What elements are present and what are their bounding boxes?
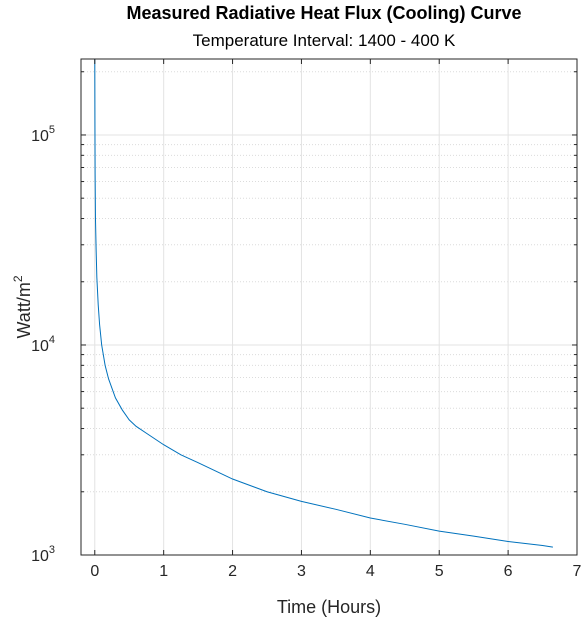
x-tick-labels: 0 1 2 3 4 5 6 7: [90, 563, 581, 580]
y-tick-label-base: 10: [31, 548, 49, 565]
series-line: [94, 58, 553, 548]
x-tick-label: 0: [90, 563, 99, 580]
x-tick-label: 6: [504, 563, 513, 580]
y-axis-label-superscript: 2: [11, 275, 25, 282]
plot-area: [81, 59, 577, 555]
y-tick-label: 103: [31, 544, 55, 565]
y-axis-label-base: Watt/m: [14, 282, 34, 338]
plot-frame: [80, 58, 578, 556]
chart-title: Measured Radiative Heat Flux (Cooling) C…: [126, 3, 521, 23]
y-tick-label-base: 10: [31, 338, 49, 355]
y-tick-label: 105: [31, 124, 55, 145]
x-tick-label: 3: [297, 563, 306, 580]
y-tick-label-exponent: 3: [49, 544, 55, 556]
x-tick-label: 1: [159, 563, 168, 580]
chart-subtitle: Temperature Interval: 1400 - 400 K: [193, 31, 456, 50]
y-axis-label: Watt/m2: [11, 275, 34, 338]
x-tick-label: 4: [366, 563, 375, 580]
y-tick-label-exponent: 4: [49, 334, 55, 346]
x-axis-label: Time (Hours): [277, 597, 381, 617]
y-axis-label-group: Watt/m2: [11, 275, 34, 338]
y-tick-label-base: 10: [31, 128, 49, 145]
y-tick-label: 104: [31, 334, 55, 355]
x-tick-label: 5: [435, 563, 444, 580]
series-layer: [94, 58, 553, 548]
y-tick-label-exponent: 5: [49, 124, 55, 136]
x-tick-label: 7: [573, 563, 582, 580]
tick-marks: [81, 59, 578, 556]
x-tick-label: 2: [228, 563, 237, 580]
